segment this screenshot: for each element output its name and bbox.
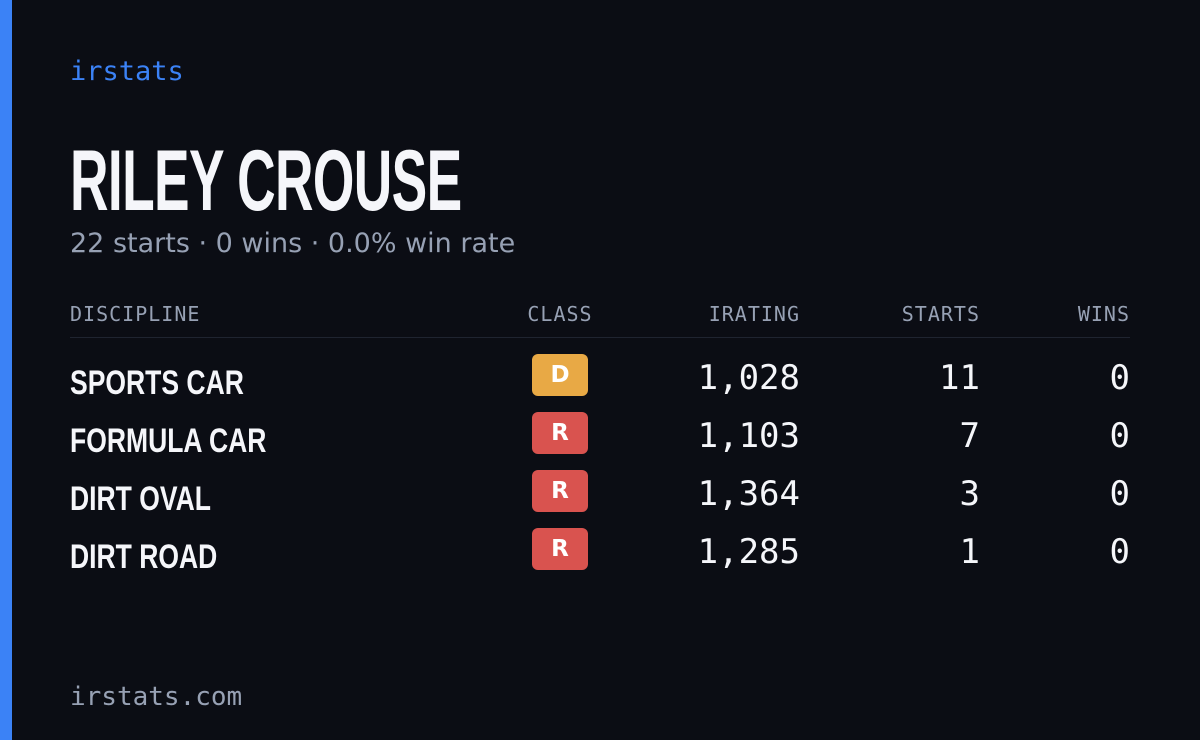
class-badge: D: [532, 354, 588, 396]
class-badge: R: [532, 412, 588, 454]
irating: 1,285: [697, 532, 800, 572]
wins: 0: [1109, 358, 1130, 398]
column-header: WINS: [1077, 302, 1130, 326]
discipline: DIRT ROAD: [70, 538, 218, 576]
class-badge: R: [532, 470, 588, 512]
header-rule: [70, 337, 1130, 338]
class-badge: R: [532, 528, 588, 570]
summary: 22 starts · 0 wins · 0.0% win rate: [70, 228, 516, 259]
wins: 0: [1109, 532, 1130, 572]
discipline: FORMULA CAR: [70, 422, 267, 460]
wins: 0: [1109, 416, 1130, 456]
column-header: CLASS: [527, 302, 593, 326]
column-header: IRATING: [708, 302, 800, 326]
column-header: DISCIPLINE: [70, 302, 201, 326]
irating: 1,364: [697, 474, 800, 514]
footer-url: irstats.com: [70, 682, 243, 712]
brand: irstats: [70, 56, 184, 87]
discipline: DIRT OVAL: [70, 480, 211, 518]
starts: 7: [959, 416, 980, 456]
player-name: RILEY CROUSE: [70, 133, 462, 229]
discipline: SPORTS CAR: [70, 364, 244, 402]
starts: 1: [959, 532, 980, 572]
irating: 1,103: [697, 416, 800, 456]
column-header: STARTS: [901, 302, 980, 326]
irating: 1,028: [697, 358, 800, 398]
starts: 3: [959, 474, 980, 514]
starts: 11: [939, 358, 980, 398]
wins: 0: [1109, 474, 1130, 514]
accent-bar: [0, 0, 12, 740]
